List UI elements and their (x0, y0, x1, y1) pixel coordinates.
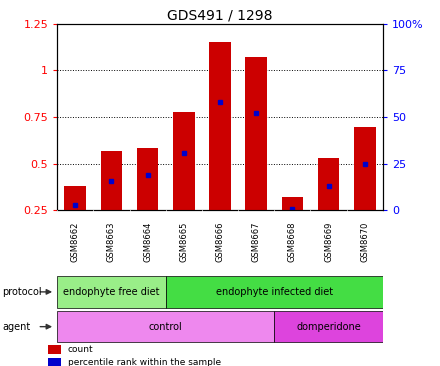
Bar (48, 345, 62, 354)
Bar (173, 112, 194, 210)
Text: domperidone: domperidone (296, 322, 361, 332)
Bar (282, 197, 303, 210)
Bar (246, 57, 267, 210)
Text: GSM8662: GSM8662 (71, 221, 80, 262)
Bar (64, 186, 86, 210)
FancyBboxPatch shape (274, 311, 383, 342)
Text: GSM8668: GSM8668 (288, 221, 297, 262)
FancyBboxPatch shape (166, 276, 383, 307)
Text: GSM8665: GSM8665 (180, 221, 188, 262)
Bar (101, 151, 122, 210)
Bar (48, 358, 62, 366)
Bar (318, 158, 339, 210)
FancyBboxPatch shape (57, 311, 274, 342)
Text: GSM8663: GSM8663 (107, 221, 116, 262)
Text: GSM8667: GSM8667 (252, 221, 260, 262)
Text: GSM8664: GSM8664 (143, 221, 152, 262)
Text: GSM8670: GSM8670 (360, 221, 369, 262)
Bar (354, 127, 376, 210)
Title: GDS491 / 1298: GDS491 / 1298 (167, 9, 273, 23)
Text: endophyte infected diet: endophyte infected diet (216, 287, 333, 297)
Bar (209, 42, 231, 210)
Text: GSM8666: GSM8666 (216, 221, 224, 262)
FancyBboxPatch shape (57, 276, 166, 307)
Text: count: count (68, 345, 94, 354)
Text: control: control (149, 322, 183, 332)
Text: endophyte free diet: endophyte free diet (63, 287, 160, 297)
Text: percentile rank within the sample: percentile rank within the sample (68, 358, 221, 366)
Text: GSM8669: GSM8669 (324, 221, 333, 262)
Bar (137, 148, 158, 210)
Text: agent: agent (2, 322, 30, 332)
Text: protocol: protocol (2, 287, 42, 297)
